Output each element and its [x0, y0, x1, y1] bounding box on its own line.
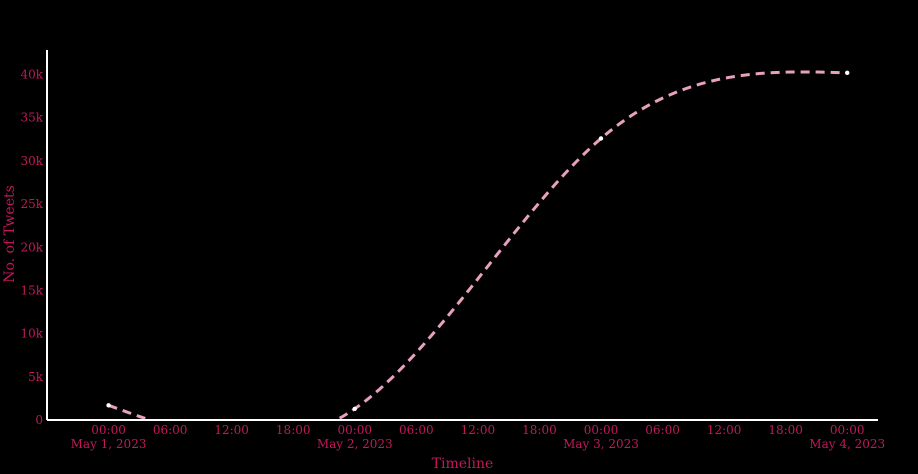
series-line [108, 70, 848, 420]
x-tick-label: 06:00 [399, 423, 434, 437]
x-tick-label: 12:00 [707, 423, 742, 437]
x-tick-label: 18:00 [522, 423, 557, 437]
x-tick-label: 18:00 [276, 423, 311, 437]
y-axis-title: No. of Tweets [2, 185, 18, 283]
x-tick-date-label: May 1, 2023 [71, 437, 147, 451]
y-tick-label: 30k [20, 154, 43, 168]
x-tick-label: 12:00 [461, 423, 496, 437]
y-tick-label: 15k [20, 283, 43, 297]
x-tick-label: 00:00 [337, 423, 372, 437]
y-tick-label: 10k [20, 327, 43, 341]
data-point [106, 403, 111, 408]
y-tick-label: 5k [28, 370, 44, 384]
data-point [598, 136, 604, 141]
x-tick-date-label: May 3, 2023 [563, 437, 639, 451]
x-tick-label: 06:00 [645, 423, 680, 437]
x-tick-label: 18:00 [768, 423, 803, 437]
y-tick-label: 25k [20, 197, 43, 211]
data-markers [106, 70, 850, 411]
data-point [845, 70, 850, 76]
x-tick-label: 12:00 [214, 423, 249, 437]
y-tick-label: 40k [20, 68, 43, 82]
y-tick-label: 0 [35, 413, 43, 427]
data-point [352, 406, 357, 411]
x-tick-label: 00:00 [91, 423, 126, 437]
x-tick-date-label: May 4, 2023 [809, 437, 885, 451]
x-tick-label: 00:00 [830, 423, 865, 437]
y-tick-label: 35k [20, 111, 43, 125]
y-axis-ticks: 0 5k 10k 15k 20k 25k 30k 35k 40k [20, 68, 43, 427]
x-tick-label: 06:00 [153, 423, 188, 437]
x-tick-label: 00:00 [584, 423, 619, 437]
x-axis-title: Timeline [432, 456, 494, 472]
x-tick-date-label: May 2, 2023 [317, 437, 393, 451]
y-tick-label: 20k [20, 240, 43, 254]
